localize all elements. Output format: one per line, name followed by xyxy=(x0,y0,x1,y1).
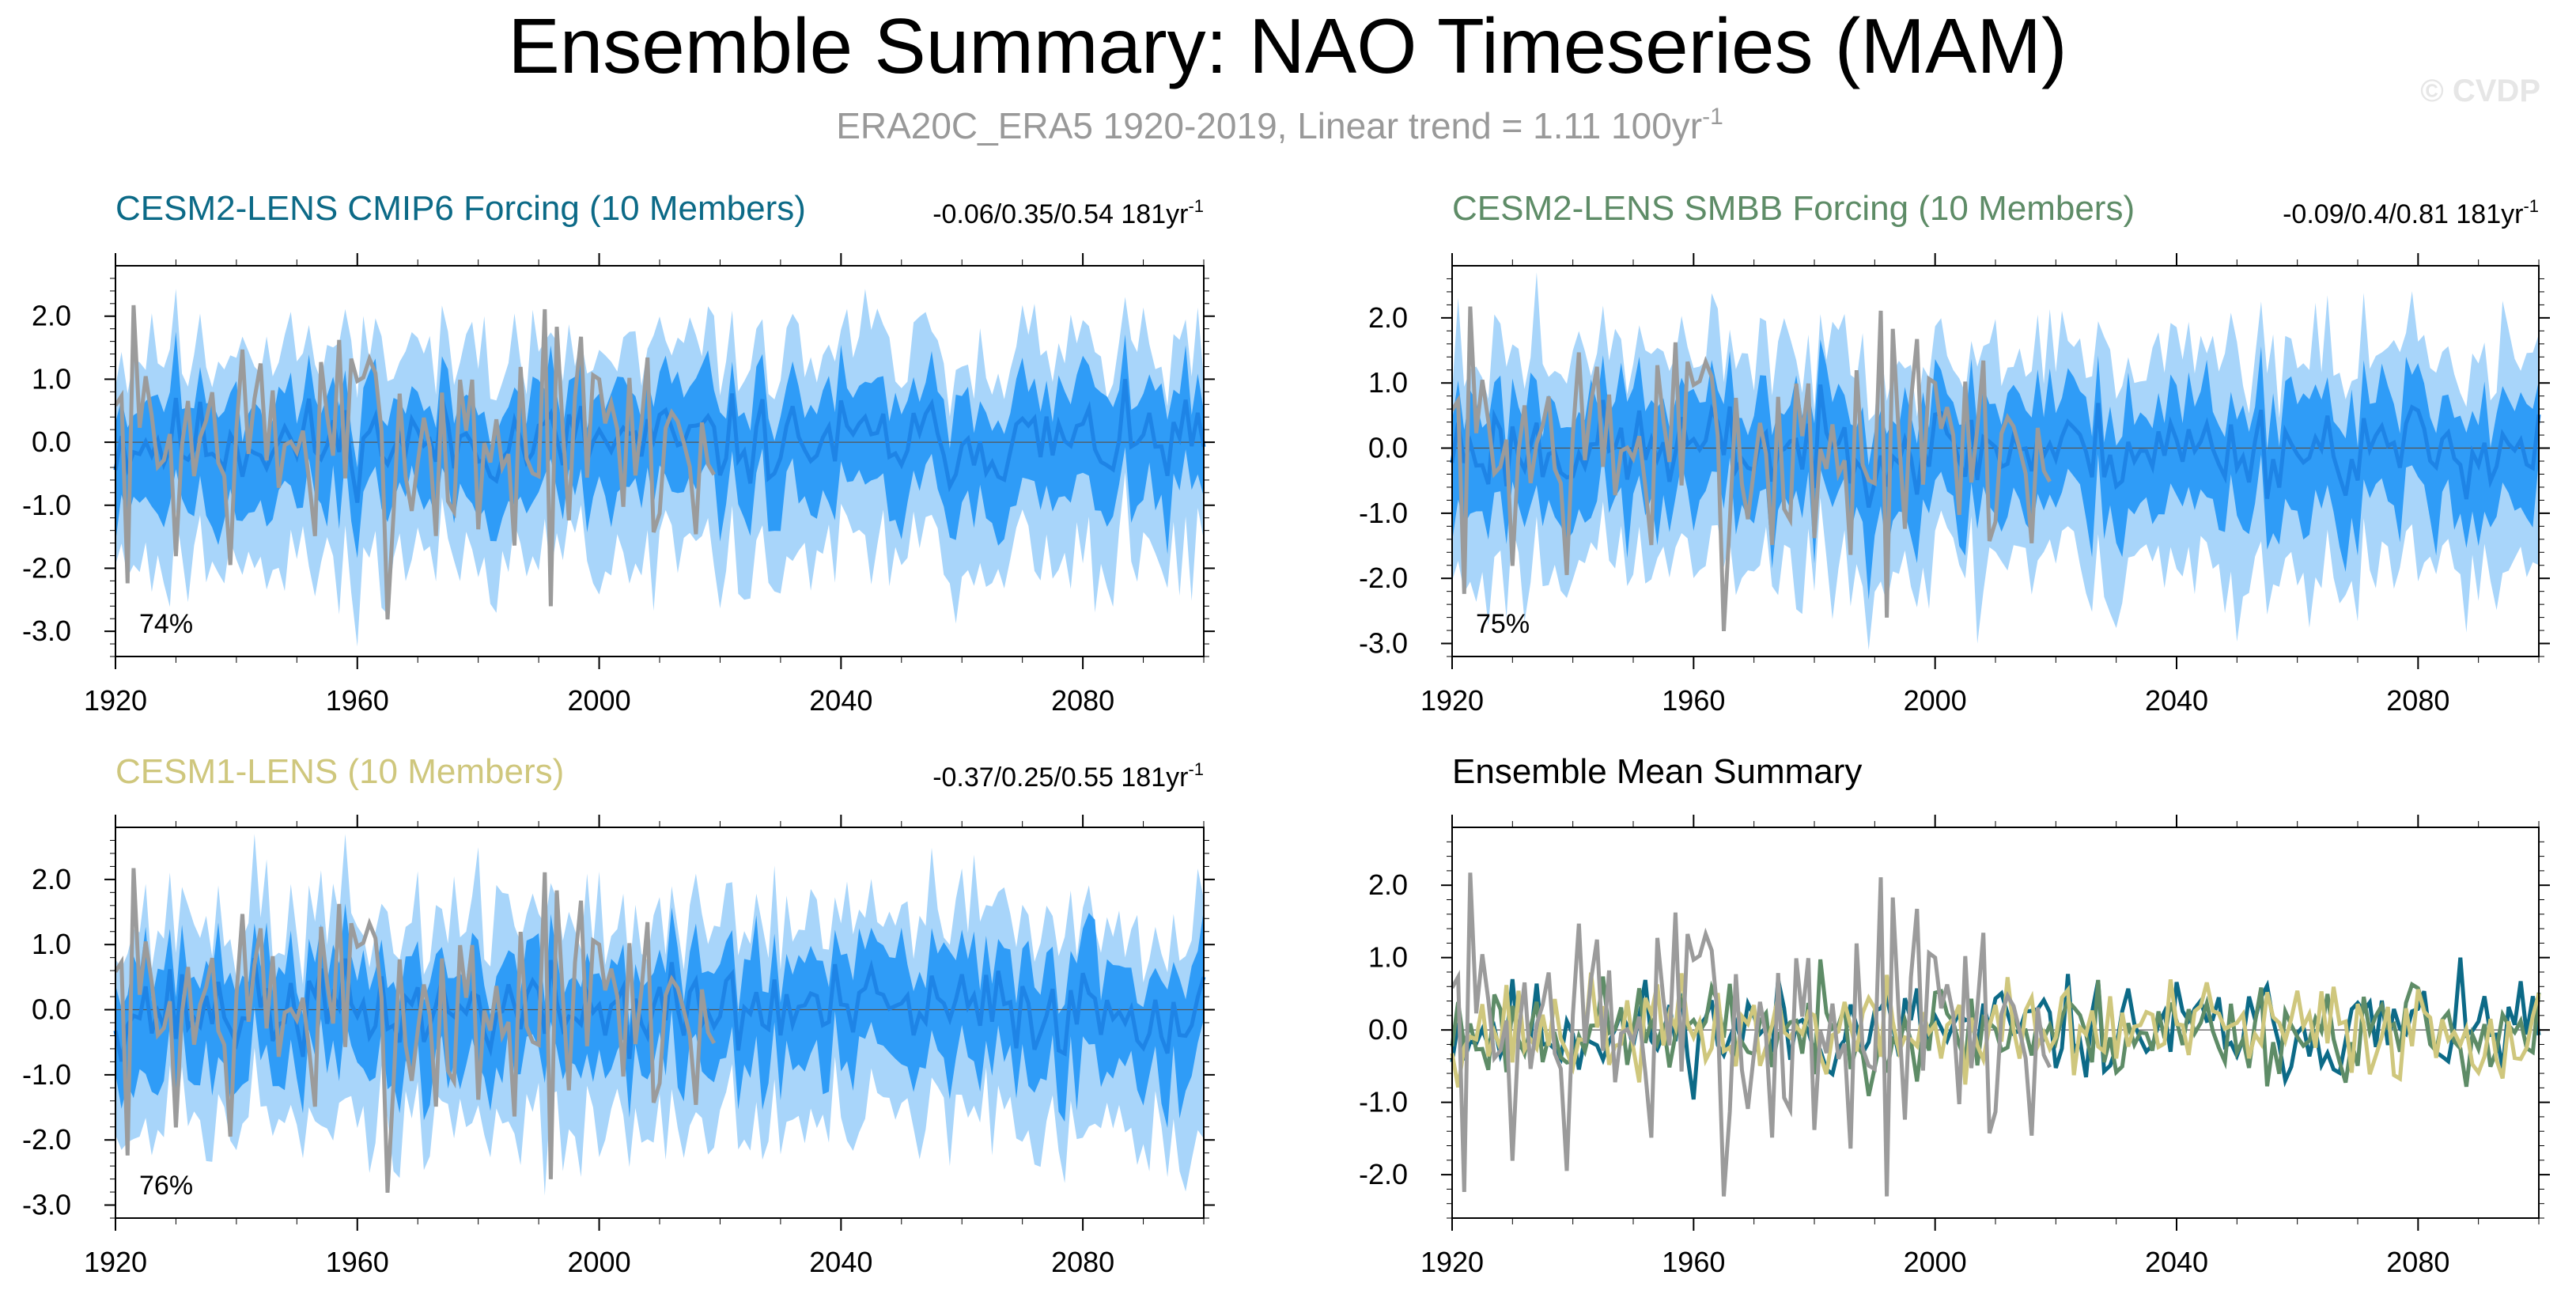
x-tick-label: 2040 xyxy=(2145,684,2208,717)
x-tick-label: 1960 xyxy=(326,684,389,717)
y-tick-label: 0.0 xyxy=(32,426,71,458)
y-tick-label: -1.0 xyxy=(22,489,71,521)
panel-title: CESM2-LENS CMIP6 Forcing (10 Members) xyxy=(115,189,806,228)
y-tick-label: 0.0 xyxy=(1368,432,1408,464)
x-tick-label: 1920 xyxy=(84,1246,147,1278)
x-tick-label: 2080 xyxy=(1051,1246,1114,1278)
x-tick-label: 1920 xyxy=(1420,1246,1484,1278)
figure-title: Ensemble Summary: NAO Timeseries (MAM) xyxy=(508,2,2067,89)
panel-stats: -0.09/0.4/0.81 181yr-1 xyxy=(2283,196,2539,229)
percent-label: 76% xyxy=(139,1171,193,1201)
x-tick-label: 2080 xyxy=(2386,1246,2449,1278)
percent-label: 74% xyxy=(139,609,193,639)
x-tick-label: 2080 xyxy=(2386,684,2449,717)
panel-cesm2-smbb: CESM2-LENS SMBB Forcing (10 Members) -0.0… xyxy=(1359,189,2550,717)
x-tick-label: 2040 xyxy=(809,1246,872,1278)
subtitle-superscript: -1 xyxy=(1702,104,1723,130)
y-tick-label: -3.0 xyxy=(22,615,71,647)
x-tick-label: 2080 xyxy=(1051,684,1114,717)
y-tick-label: -3.0 xyxy=(1359,627,1408,660)
observations-line xyxy=(1450,306,2052,632)
x-tick-label: 1920 xyxy=(1420,684,1484,717)
y-tick-label: 1.0 xyxy=(1368,366,1408,399)
y-tick-label: 1.0 xyxy=(32,928,71,960)
y-tick-label: 2.0 xyxy=(1368,301,1408,334)
panel-title: CESM1-LENS (10 Members) xyxy=(115,752,564,791)
spread-band-inner xyxy=(115,331,1204,558)
subtitle-text: ERA20C_ERA5 1920-2019, Linear trend = 1.… xyxy=(836,105,1702,146)
panel-title: CESM2-LENS SMBB Forcing (10 Members) xyxy=(1452,189,2135,228)
figure-subtitle: ERA20C_ERA5 1920-2019, Linear trend = 1.… xyxy=(836,104,1723,146)
x-tick-label: 2040 xyxy=(809,684,872,717)
y-tick-label: 2.0 xyxy=(32,863,71,895)
percent-label: 75% xyxy=(1476,609,1530,639)
spread-band-inner xyxy=(115,903,1204,1129)
x-tick-label: 2000 xyxy=(1904,1246,1967,1278)
x-tick-label: 1960 xyxy=(326,1246,389,1278)
y-tick-label: -2.0 xyxy=(22,1123,71,1156)
observations-line xyxy=(1450,872,2052,1197)
x-tick-label: 2000 xyxy=(568,684,631,717)
y-tick-label: -1.0 xyxy=(1359,497,1408,529)
y-tick-label: 0.0 xyxy=(32,993,71,1026)
ensemble-mean-line xyxy=(1450,384,2541,509)
panel-stats: -0.06/0.35/0.54 181yr-1 xyxy=(932,196,1204,229)
x-tick-label: 2040 xyxy=(2145,1246,2208,1278)
y-tick-label: 1.0 xyxy=(32,362,71,395)
y-tick-label: 2.0 xyxy=(32,300,71,332)
x-tick-label: 1920 xyxy=(84,684,147,717)
panel-ensemble-mean-summary: Ensemble Mean Summary 2.0 1.0 0.0 -1.0 -2.0 19… xyxy=(1359,752,2550,1278)
y-tick-label: -3.0 xyxy=(22,1189,71,1221)
watermark: © CVDP xyxy=(2420,74,2540,108)
x-tick-label: 1960 xyxy=(1662,684,1725,717)
y-tick-label: -2.0 xyxy=(1359,1158,1408,1190)
panel-cesm1: CESM1-LENS (10 Members) -0.37/0.25/0.55 1… xyxy=(22,752,1215,1278)
x-tick-label: 2000 xyxy=(568,1246,631,1278)
observations-line xyxy=(113,868,716,1194)
y-tick-label: -2.0 xyxy=(22,551,71,584)
y-tick-label: -1.0 xyxy=(1359,1086,1408,1118)
spread-band-inner xyxy=(1452,339,2539,600)
x-tick-label: 1960 xyxy=(1662,1246,1725,1278)
x-tick-label: 2000 xyxy=(1904,684,1967,717)
y-tick-label: -1.0 xyxy=(22,1058,71,1091)
panel-title: Ensemble Mean Summary xyxy=(1452,752,1862,791)
y-tick-label: 0.0 xyxy=(1368,1013,1408,1046)
y-tick-label: -2.0 xyxy=(1359,562,1408,594)
y-tick-label: 2.0 xyxy=(1368,868,1408,901)
series-line xyxy=(1450,972,2541,1088)
panel-cesm2-cmip6: CESM2-LENS CMIP6 Forcing (10 Members) -0.… xyxy=(22,189,1215,717)
panel-stats: -0.37/0.25/0.55 181yr-1 xyxy=(932,759,1204,793)
ensemble-mean-line xyxy=(113,957,1206,1062)
y-tick-label: 1.0 xyxy=(1368,941,1408,974)
series-line xyxy=(1450,959,2541,1097)
observations-line xyxy=(113,305,716,620)
